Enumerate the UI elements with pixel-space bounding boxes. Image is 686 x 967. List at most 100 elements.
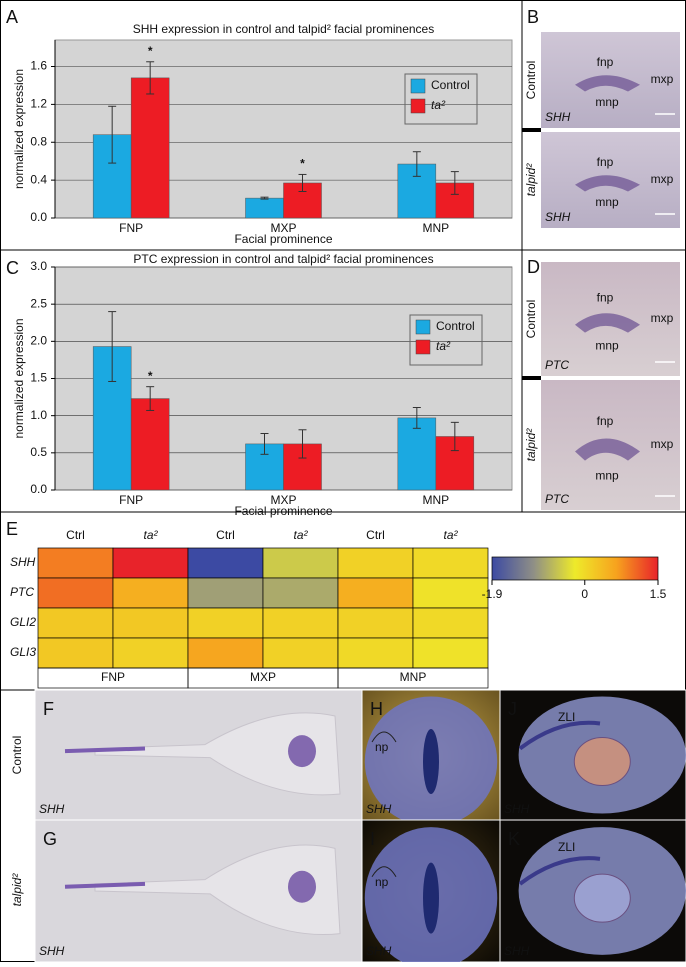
panel-letter: J bbox=[508, 699, 517, 719]
gene-label: SHH bbox=[366, 802, 392, 816]
group-label: MXP bbox=[250, 670, 276, 684]
colorbar-tick-label: 1.5 bbox=[650, 587, 667, 601]
row-label: SHH bbox=[10, 555, 36, 569]
gene-label: SHH bbox=[545, 110, 571, 124]
error-bar bbox=[450, 421, 459, 452]
stain bbox=[575, 75, 640, 92]
heatmap-cell bbox=[112, 577, 189, 609]
legend-label: ta² bbox=[431, 98, 446, 112]
heatmap-cell bbox=[412, 637, 489, 669]
y-tick-label: 3.0 bbox=[30, 259, 47, 273]
heatmap-cell bbox=[337, 547, 414, 579]
heatmap-cell bbox=[187, 607, 264, 639]
stain bbox=[518, 856, 601, 886]
bar bbox=[397, 417, 437, 491]
tissue-label: mxp bbox=[651, 172, 674, 186]
column-label: ta² bbox=[293, 528, 308, 542]
legend-label: Control bbox=[431, 78, 470, 92]
row-label: PTC bbox=[10, 585, 34, 599]
panel-letter: I bbox=[370, 829, 375, 849]
panel-letter: A bbox=[6, 7, 18, 27]
y-tick-label: 1.0 bbox=[30, 408, 47, 422]
panel-letter: H bbox=[370, 699, 383, 719]
heatmap-cell bbox=[187, 637, 264, 669]
column-label: Ctrl bbox=[66, 528, 85, 542]
column-label: Ctrl bbox=[366, 528, 385, 542]
photo-condition: talpid² bbox=[524, 428, 538, 462]
tissue-label: mnp bbox=[595, 95, 619, 109]
panel-letter: C bbox=[6, 258, 19, 278]
error-bar bbox=[146, 61, 155, 95]
embryo bbox=[94, 712, 341, 796]
legend-label: Control bbox=[436, 319, 475, 333]
heatmap-cell bbox=[337, 577, 414, 609]
structure-label: ZLI bbox=[558, 710, 575, 724]
error-bar bbox=[260, 196, 269, 200]
tissue-label: mxp bbox=[651, 72, 674, 86]
eye bbox=[573, 873, 631, 923]
gene-label: SHH bbox=[545, 210, 571, 224]
heatmap-cell bbox=[412, 577, 489, 609]
heatmap-cell bbox=[187, 577, 264, 609]
panel-letter: K bbox=[508, 829, 520, 849]
heatmap-cell bbox=[412, 607, 489, 639]
row-condition: talpid² bbox=[10, 873, 24, 907]
error-bar bbox=[298, 173, 307, 192]
gene-label: PTC bbox=[545, 492, 569, 506]
tissue-label: mxp bbox=[651, 311, 674, 325]
x-axis-label: Facial prominence bbox=[234, 504, 332, 518]
colorbar-tick-label: 0 bbox=[581, 587, 588, 601]
y-tick-label: 0.8 bbox=[30, 134, 47, 148]
gene-label: SHH bbox=[504, 802, 530, 816]
structure-label: np bbox=[375, 875, 389, 889]
row-label: GLI2 bbox=[10, 615, 36, 629]
chart-title: SHH expression in control and talpid² fa… bbox=[133, 22, 434, 36]
gene-label: SHH bbox=[504, 944, 530, 958]
tissue-label: mxp bbox=[651, 437, 674, 451]
tissue-label: mnp bbox=[595, 339, 619, 353]
legend-swatch bbox=[410, 98, 426, 114]
stain bbox=[575, 438, 640, 461]
heatmap-cell bbox=[37, 607, 114, 639]
significance-mark: * bbox=[148, 369, 153, 383]
structure-label: np bbox=[375, 740, 389, 754]
x-tick-label: MNP bbox=[422, 221, 449, 235]
panel-letter: E bbox=[6, 519, 18, 539]
nasal-pit bbox=[371, 731, 397, 743]
heatmap-cell bbox=[37, 637, 114, 669]
y-tick-label: 2.5 bbox=[30, 296, 47, 310]
heatmap-cell bbox=[262, 607, 339, 639]
tissue-label: fnp bbox=[597, 155, 614, 169]
gene-label: SHH bbox=[39, 802, 65, 816]
row-label: GLI3 bbox=[10, 645, 36, 659]
stain bbox=[423, 729, 439, 794]
legend-swatch bbox=[415, 319, 431, 335]
eye bbox=[573, 737, 631, 786]
error-bar bbox=[260, 433, 269, 455]
error-bar bbox=[108, 311, 117, 382]
nasal-pit bbox=[371, 866, 397, 878]
significance-mark: * bbox=[300, 157, 305, 171]
tissue-label: fnp bbox=[597, 55, 614, 69]
x-tick-label: FNP bbox=[119, 493, 143, 507]
bar bbox=[130, 77, 170, 219]
y-tick-label: 1.5 bbox=[30, 371, 47, 385]
heatmap-cell bbox=[112, 637, 189, 669]
tissue-label: mnp bbox=[595, 195, 619, 209]
photo-condition: Control bbox=[524, 300, 538, 339]
column-label: ta² bbox=[143, 528, 158, 542]
error-bar bbox=[412, 406, 421, 429]
chart-title: PTC expression in control and talpid² fa… bbox=[133, 252, 433, 266]
y-tick-label: 0.0 bbox=[30, 482, 47, 496]
structure-label: ZLI bbox=[558, 840, 575, 854]
legend-box bbox=[409, 314, 483, 366]
heatmap-cell bbox=[262, 637, 339, 669]
stain bbox=[64, 881, 146, 889]
legend-swatch bbox=[415, 339, 431, 355]
column-label: Ctrl bbox=[216, 528, 235, 542]
stain bbox=[518, 720, 601, 751]
tissue-label: mnp bbox=[595, 468, 619, 482]
divider bbox=[522, 128, 541, 132]
x-axis-label: Facial prominence bbox=[234, 232, 332, 246]
y-tick-label: 0.5 bbox=[30, 445, 47, 459]
